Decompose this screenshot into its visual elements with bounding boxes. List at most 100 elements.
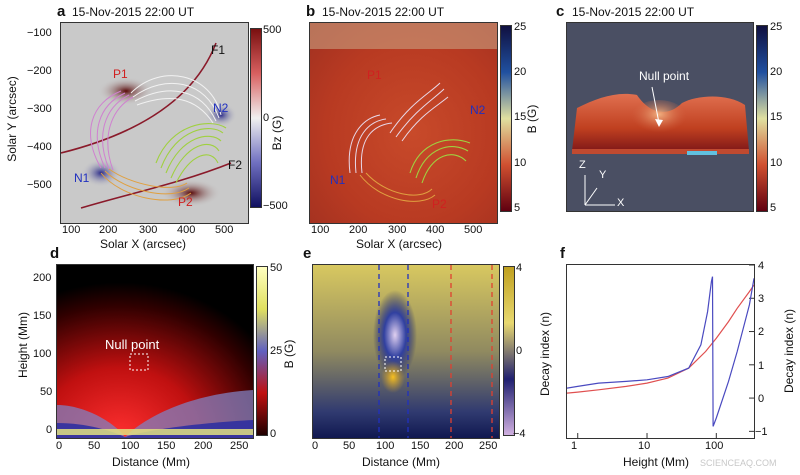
panel-a-ytick: −200 bbox=[27, 65, 52, 77]
panel-b-xtick: 400 bbox=[426, 224, 445, 236]
panel-e-xlabel: Distance (Mm) bbox=[362, 455, 441, 469]
panel-b-xlabel: Solar X (arcsec) bbox=[356, 237, 443, 251]
panel-a-fieldlines bbox=[61, 42, 237, 209]
panel-d-xtick: 0 bbox=[56, 440, 63, 452]
panel-f-ytick: 4 bbox=[758, 260, 765, 272]
panel-d-xlabel: Distance (Mm) bbox=[112, 455, 191, 469]
panel-f-ytick: 3 bbox=[758, 293, 765, 305]
panel-d-field-section: Null point bbox=[56, 264, 254, 439]
panel-f-blue-line bbox=[567, 276, 754, 427]
panel-b-cbar-label: B (G) bbox=[525, 104, 539, 134]
panel-a-xtick: 400 bbox=[177, 224, 196, 236]
watermark: SCIENCEAQ.COM bbox=[700, 458, 777, 468]
panel-b-xtick: 200 bbox=[349, 224, 368, 236]
panel-e-cbar-label: Decay index (n) bbox=[538, 311, 552, 397]
panel-b-fieldlines bbox=[310, 23, 497, 202]
panel-c-3d-view: Null point Z Y X bbox=[566, 22, 754, 212]
panel-a-xtick: 500 bbox=[215, 224, 234, 236]
panel-a-label: a bbox=[57, 3, 66, 20]
panel-f-xlabel: Height (Mm) bbox=[623, 455, 690, 469]
panel-f-xtick: 10 bbox=[638, 440, 651, 452]
panel-a-xtick: 100 bbox=[62, 224, 81, 236]
panel-a-magnetogram: P1 P2 N1 N2 F1 F2 bbox=[60, 22, 249, 224]
panel-c-cbar-tick: 15 bbox=[770, 111, 783, 123]
panel-d-xtick: 100 bbox=[121, 440, 140, 452]
panel-a-colorbar bbox=[250, 28, 262, 208]
panel-e-decay-map bbox=[312, 264, 500, 439]
panel-e-label: e bbox=[303, 245, 312, 262]
panel-a-p1: P1 bbox=[113, 67, 128, 81]
panel-d-ylabel: Height (Mm) bbox=[16, 312, 30, 379]
panel-d-xtick: 150 bbox=[157, 440, 176, 452]
panel-a-cbar-label: Bz (G) bbox=[270, 115, 284, 151]
panel-b-p2: P2 bbox=[432, 197, 447, 211]
panel-b-xtick: 500 bbox=[464, 224, 483, 236]
panel-e-colorbar bbox=[503, 266, 515, 436]
panel-e-xtick: 250 bbox=[479, 440, 498, 452]
panel-f-red-line bbox=[567, 284, 754, 394]
panel-a-cbar-tick: 500 bbox=[263, 24, 282, 36]
panel-a-p2: P2 bbox=[178, 195, 193, 209]
panel-b-n2: N2 bbox=[470, 103, 486, 117]
panel-f-lines bbox=[567, 265, 754, 438]
panel-b-colorbar bbox=[500, 25, 512, 212]
panel-c-title: 15-Nov-2015 22:00 UT bbox=[572, 5, 695, 19]
panel-a-xtick: 300 bbox=[139, 224, 158, 236]
panel-a-xlabel: Solar X (arcsec) bbox=[100, 237, 187, 251]
panel-a-ylabel: Solar Y (arcsec) bbox=[5, 76, 19, 162]
panel-e-xtick: 0 bbox=[312, 440, 319, 452]
panel-d-xtick: 250 bbox=[230, 440, 249, 452]
panel-d-xtick: 200 bbox=[194, 440, 213, 452]
panel-f-ytick: 0 bbox=[758, 393, 765, 405]
panel-b-xtick: 100 bbox=[311, 224, 330, 236]
panel-d-ytick: 150 bbox=[33, 310, 52, 322]
panel-f-xtick: 1 bbox=[571, 440, 578, 452]
panel-d-label: d bbox=[50, 245, 60, 262]
panel-f-ytick: 1 bbox=[758, 360, 765, 372]
panel-e-image bbox=[313, 265, 499, 438]
panel-c-label: c bbox=[556, 3, 565, 20]
panel-f-xtick: 100 bbox=[705, 440, 724, 452]
panel-b-cbar-tick: 10 bbox=[514, 157, 527, 169]
panel-d-ytick: 0 bbox=[46, 424, 53, 436]
panel-c-cbar-tick: 25 bbox=[770, 21, 783, 33]
panel-d-xtick: 50 bbox=[88, 440, 101, 452]
panel-a-f2: F2 bbox=[228, 158, 243, 172]
panel-e-cbar-tick: 0 bbox=[516, 345, 523, 357]
panel-e-xtick: 50 bbox=[343, 440, 356, 452]
panel-a-cbar-tick: −500 bbox=[263, 200, 288, 212]
panel-d-cbar-tick: 25 bbox=[270, 345, 283, 357]
panel-a-title: 15-Nov-2015 22:00 UT bbox=[72, 5, 195, 19]
panel-c-cbar-tick: 10 bbox=[770, 157, 783, 169]
panel-b-label: b bbox=[306, 3, 316, 20]
panel-d-colorbar bbox=[256, 266, 268, 436]
panel-b-cbar-tick: 15 bbox=[514, 111, 527, 123]
panel-c-axis-x: X bbox=[617, 197, 625, 209]
panel-d-ytick: 50 bbox=[40, 386, 53, 398]
panel-b-cbar-tick: 5 bbox=[514, 202, 521, 214]
panel-a-ytick: −300 bbox=[27, 103, 52, 115]
panel-a-cbar-tick: 0 bbox=[263, 112, 270, 124]
panel-b-p1: P1 bbox=[367, 68, 382, 82]
panel-d-ytick: 200 bbox=[33, 272, 52, 284]
panel-f-ytick: 2 bbox=[758, 326, 765, 338]
panel-a-xtick: 200 bbox=[99, 224, 118, 236]
panel-e-xtick: 200 bbox=[445, 440, 464, 452]
panel-d-ytick: 100 bbox=[33, 348, 52, 360]
panel-d-null-point-label: Null point bbox=[105, 337, 160, 352]
panel-a-ytick: −100 bbox=[27, 27, 52, 39]
panel-e-cbar-tick: −4 bbox=[513, 428, 526, 440]
panel-f-ylabel: Decay index (n) bbox=[782, 308, 796, 394]
panel-b-cbar-tick: 25 bbox=[514, 21, 527, 33]
panel-b-xtick: 300 bbox=[388, 224, 407, 236]
panel-e-cbar-tick: 4 bbox=[516, 262, 523, 274]
panel-a-n1: N1 bbox=[74, 171, 90, 185]
panel-e-xtick: 150 bbox=[411, 440, 430, 452]
panel-f-ytick: −1 bbox=[755, 426, 768, 438]
panel-c-cbar-tick: 5 bbox=[770, 202, 777, 214]
panel-b-title: 15-Nov-2015 22:00 UT bbox=[322, 5, 445, 19]
panel-c-axis-z: Z bbox=[579, 159, 586, 171]
panel-a-n2: N2 bbox=[213, 101, 229, 115]
panel-b-cbar-tick: 20 bbox=[514, 66, 527, 78]
panel-d-cbar-label: B (G) bbox=[282, 339, 296, 369]
